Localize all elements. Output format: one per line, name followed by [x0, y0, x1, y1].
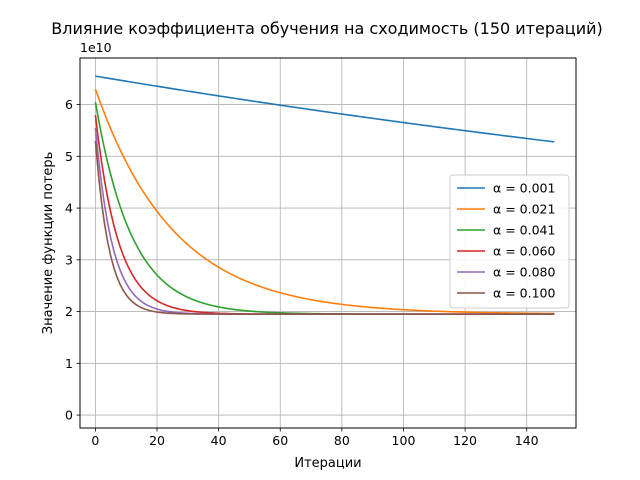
x-tick-label: 40 [211, 433, 227, 448]
x-tick-label: 20 [149, 433, 165, 448]
y-axis-multiplier: 1e10 [80, 40, 112, 55]
legend-label-4: α = 0.060 [493, 244, 555, 259]
series-line-2 [94, 88, 555, 315]
y-tick-label: 6 [65, 97, 73, 112]
series-line-1 [95, 75, 555, 143]
x-axis-label: Итерации [294, 456, 361, 471]
y-tick-label: 0 [65, 408, 73, 423]
plot-frame [79, 57, 577, 429]
y-axis-label: Значение функции потерь [41, 152, 56, 335]
y-tick-label: 5 [65, 149, 73, 164]
chart-title: Влияние коэффициента обучения на сходимо… [51, 19, 602, 38]
legend-label-5: α = 0.080 [493, 265, 555, 280]
series-lines [94, 75, 555, 315]
legend-label-2: α = 0.021 [493, 202, 555, 217]
x-tick-label: 0 [91, 433, 99, 448]
x-tick-label: 80 [334, 433, 350, 448]
y-tick-label: 3 [65, 252, 73, 267]
legend-label-6: α = 0.100 [493, 286, 555, 301]
y-tick-label: 2 [65, 304, 73, 319]
y-tick-label: 1 [65, 356, 73, 371]
legend: α = 0.001 α = 0.021 α = 0.041 α = 0.060 α = … [449, 174, 570, 309]
x-tick-label: 100 [392, 433, 416, 448]
legend-label-3: α = 0.041 [493, 223, 555, 238]
grid-lines [80, 58, 576, 428]
legend-label-1: α = 0.001 [493, 181, 555, 196]
y-tick-label: 4 [65, 201, 73, 216]
x-tick-label: 60 [272, 433, 288, 448]
y-axis-ticks: 0 1 2 3 4 5 6 [65, 97, 80, 423]
series-line-6 [94, 140, 555, 315]
x-tick-label: 120 [453, 433, 477, 448]
x-axis-ticks: 0 20 40 60 80 100 120 140 [91, 428, 539, 448]
x-tick-label: 140 [515, 433, 539, 448]
